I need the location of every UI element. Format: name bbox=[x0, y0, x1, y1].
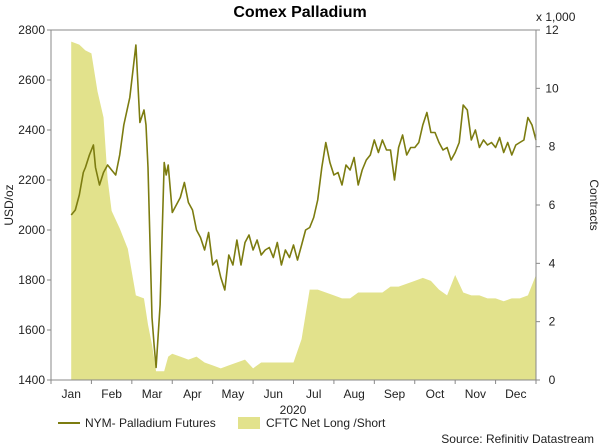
legend: NYM- Palladium Futures CFTC Net Long /Sh… bbox=[58, 416, 386, 430]
x-tick-label: Dec bbox=[505, 387, 526, 401]
right-tick-label: 8 bbox=[549, 140, 556, 154]
left-tick-label: 2400 bbox=[18, 123, 45, 137]
x-tick-label: Jul bbox=[306, 387, 321, 401]
left-tick-label: 2000 bbox=[18, 223, 45, 237]
right-tick-label: 10 bbox=[545, 81, 559, 95]
chart-title: Comex Palladium bbox=[233, 4, 366, 21]
right-tick-label: 2 bbox=[549, 315, 556, 329]
x-tick-label: Sep bbox=[384, 387, 406, 401]
x-axis-label: 2020 bbox=[280, 403, 307, 417]
legend-item-cftc: CFTC Net Long /Short bbox=[238, 416, 386, 430]
right-tick-label: 12 bbox=[545, 23, 559, 37]
left-tick-label: 1600 bbox=[18, 323, 45, 337]
source-note: Source: Refinitiv Datastream bbox=[441, 432, 594, 446]
cftc-area-layer bbox=[71, 41, 536, 381]
right-tick-label: 0 bbox=[549, 373, 556, 387]
x-tick-label: May bbox=[222, 387, 245, 401]
left-tick-label: 2800 bbox=[18, 23, 45, 37]
legend-area-swatch bbox=[238, 417, 260, 429]
right-tick-label: 4 bbox=[549, 256, 556, 270]
legend-item-futures: NYM- Palladium Futures bbox=[58, 416, 216, 430]
x-axis-ticks: Jan Feb Mar Apr May Jun Jul Aug Sep Oct Nov Dec bbox=[50, 380, 537, 401]
left-tick-label: 2200 bbox=[18, 173, 45, 187]
x-tick-label: Nov bbox=[465, 387, 486, 401]
futures-line-series bbox=[70, 44, 537, 369]
x-tick-label: Jan bbox=[62, 387, 81, 401]
legend-label-cftc: CFTC Net Long /Short bbox=[266, 416, 386, 430]
left-tick-label: 1800 bbox=[18, 273, 45, 287]
left-axis-label: USD/oz bbox=[2, 184, 16, 225]
x-tick-label: Mar bbox=[142, 387, 163, 401]
futures-line-layer bbox=[70, 44, 537, 369]
right-axis-label: Contracts bbox=[587, 179, 600, 230]
cftc-area-series bbox=[71, 41, 536, 381]
x-tick-label: Jun bbox=[264, 387, 283, 401]
right-tick-label: 6 bbox=[549, 198, 556, 212]
x-tick-label: Aug bbox=[343, 387, 364, 401]
left-axis-ticks: 1400 1600 1800 2000 2200 2400 2600 2800 bbox=[18, 23, 51, 387]
right-axis-multiplier: x 1,000 bbox=[536, 10, 576, 24]
x-tick-label: Oct bbox=[426, 387, 445, 401]
left-tick-label: 2600 bbox=[18, 73, 45, 87]
x-tick-label: Apr bbox=[183, 387, 202, 401]
right-axis-ticks: 0 2 4 6 8 10 12 bbox=[536, 23, 559, 387]
left-tick-label: 1400 bbox=[18, 373, 45, 387]
legend-label-futures: NYM- Palladium Futures bbox=[85, 416, 216, 430]
x-tick-label: Feb bbox=[101, 387, 122, 401]
